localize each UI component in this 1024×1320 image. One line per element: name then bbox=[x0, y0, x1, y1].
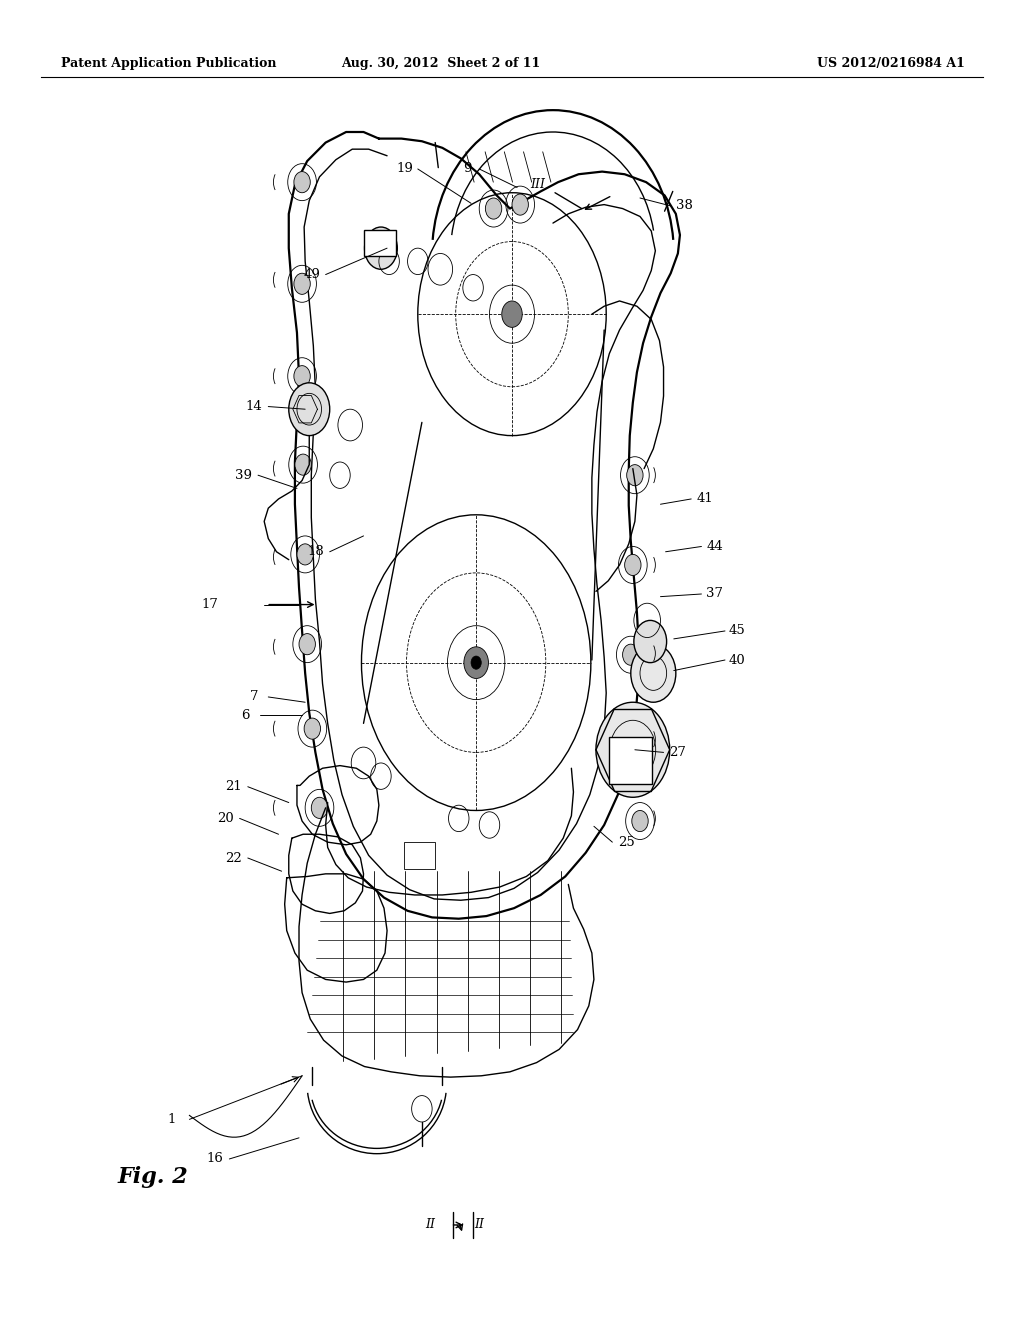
Text: Fig. 2: Fig. 2 bbox=[118, 1167, 188, 1188]
Circle shape bbox=[631, 644, 676, 702]
Text: 6: 6 bbox=[242, 709, 250, 722]
Text: 27: 27 bbox=[670, 746, 686, 759]
Circle shape bbox=[295, 454, 311, 475]
Text: 40: 40 bbox=[729, 653, 745, 667]
Text: 18: 18 bbox=[307, 545, 324, 558]
Text: 25: 25 bbox=[618, 836, 635, 849]
Circle shape bbox=[304, 718, 321, 739]
Circle shape bbox=[627, 465, 643, 486]
Circle shape bbox=[294, 366, 310, 387]
Circle shape bbox=[464, 647, 488, 678]
FancyBboxPatch shape bbox=[404, 842, 435, 869]
Text: 16: 16 bbox=[207, 1152, 223, 1166]
Text: 20: 20 bbox=[217, 812, 233, 825]
Text: 21: 21 bbox=[225, 780, 242, 793]
Text: 37: 37 bbox=[707, 587, 723, 601]
FancyBboxPatch shape bbox=[364, 230, 396, 256]
Text: 44: 44 bbox=[707, 540, 723, 553]
Text: 45: 45 bbox=[729, 624, 745, 638]
Circle shape bbox=[625, 731, 641, 752]
Circle shape bbox=[294, 172, 310, 193]
Circle shape bbox=[502, 301, 522, 327]
Circle shape bbox=[632, 810, 648, 832]
Circle shape bbox=[512, 194, 528, 215]
Circle shape bbox=[634, 620, 667, 663]
Text: II: II bbox=[425, 1218, 435, 1232]
Circle shape bbox=[297, 544, 313, 565]
Text: 9: 9 bbox=[463, 162, 471, 176]
Text: 14: 14 bbox=[246, 400, 262, 413]
Circle shape bbox=[471, 656, 481, 669]
Text: 41: 41 bbox=[696, 492, 713, 506]
Text: 1: 1 bbox=[168, 1113, 176, 1126]
Text: US 2012/0216984 A1: US 2012/0216984 A1 bbox=[817, 57, 965, 70]
Circle shape bbox=[625, 554, 641, 576]
Circle shape bbox=[485, 198, 502, 219]
Text: 19: 19 bbox=[396, 162, 413, 176]
Text: 49: 49 bbox=[304, 268, 321, 281]
Text: 38: 38 bbox=[676, 199, 692, 213]
FancyBboxPatch shape bbox=[609, 737, 652, 784]
Text: Aug. 30, 2012  Sheet 2 of 11: Aug. 30, 2012 Sheet 2 of 11 bbox=[341, 57, 540, 70]
Circle shape bbox=[596, 702, 670, 797]
Text: 17: 17 bbox=[202, 598, 218, 611]
Circle shape bbox=[311, 797, 328, 818]
Text: 22: 22 bbox=[225, 851, 242, 865]
Circle shape bbox=[365, 227, 397, 269]
Text: II: II bbox=[474, 1218, 484, 1232]
Text: Patent Application Publication: Patent Application Publication bbox=[61, 57, 276, 70]
Text: 7: 7 bbox=[250, 690, 258, 704]
Circle shape bbox=[289, 383, 330, 436]
Circle shape bbox=[294, 273, 310, 294]
Circle shape bbox=[623, 644, 639, 665]
Circle shape bbox=[299, 634, 315, 655]
Text: III: III bbox=[530, 178, 545, 191]
Text: 39: 39 bbox=[236, 469, 252, 482]
